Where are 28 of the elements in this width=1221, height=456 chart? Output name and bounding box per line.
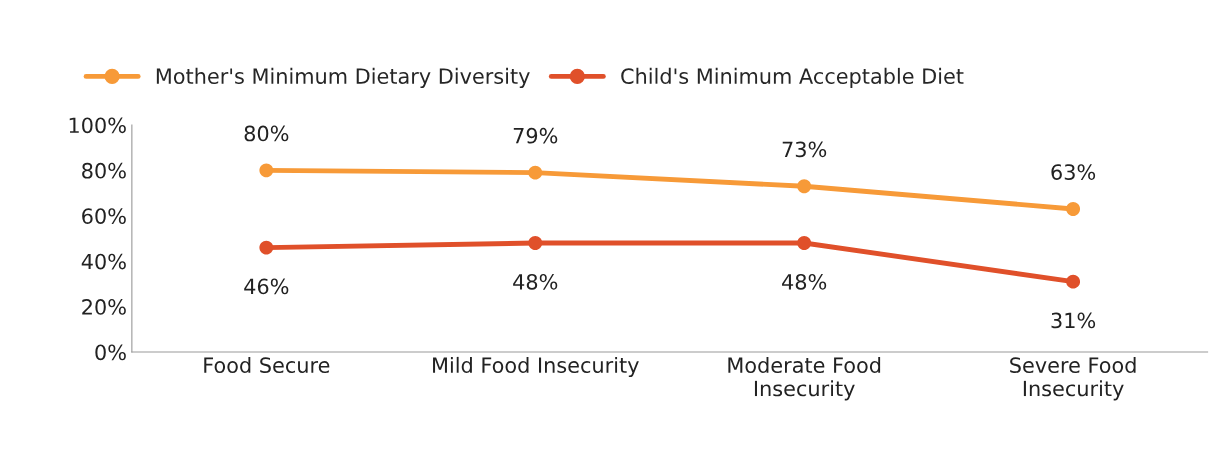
point	[1066, 202, 1081, 216]
point	[528, 165, 543, 180]
data-label: 73%	[782, 141, 827, 158]
x-tick-label: Food Secure	[204, 356, 330, 374]
point	[797, 236, 812, 250]
data-label: 31%	[1051, 312, 1096, 329]
y-tick-label: 20%	[82, 299, 126, 315]
y-tick-label: 60%	[82, 208, 126, 224]
x-tick-label: Severe Food Insecurity	[1010, 356, 1136, 401]
point	[259, 163, 274, 178]
point	[259, 240, 274, 255]
point	[528, 236, 543, 250]
legend-label: Mother's Minimum Dietary Diversity	[156, 67, 530, 89]
y-tick-label: 80%	[82, 162, 126, 179]
legend-label: Child's Minimum Acceptable Diet	[621, 67, 964, 89]
data-label: 63%	[1051, 164, 1096, 180]
y-tick-label: 100%	[69, 117, 126, 134]
data-label: 79%	[513, 127, 558, 144]
x-tick-label: Moderate Food Insecurity	[728, 356, 881, 401]
data-label: 48%	[782, 273, 827, 290]
x-tick-label: Mild Food Insecurity	[433, 356, 639, 378]
data-label: 46%	[244, 278, 289, 295]
data-label: 80%	[244, 125, 289, 142]
point	[1066, 274, 1081, 289]
data-label: 48%	[513, 273, 558, 290]
y-tick-label: 0%	[95, 344, 126, 361]
point	[797, 179, 812, 194]
y-tick-label: 40%	[81, 253, 126, 270]
